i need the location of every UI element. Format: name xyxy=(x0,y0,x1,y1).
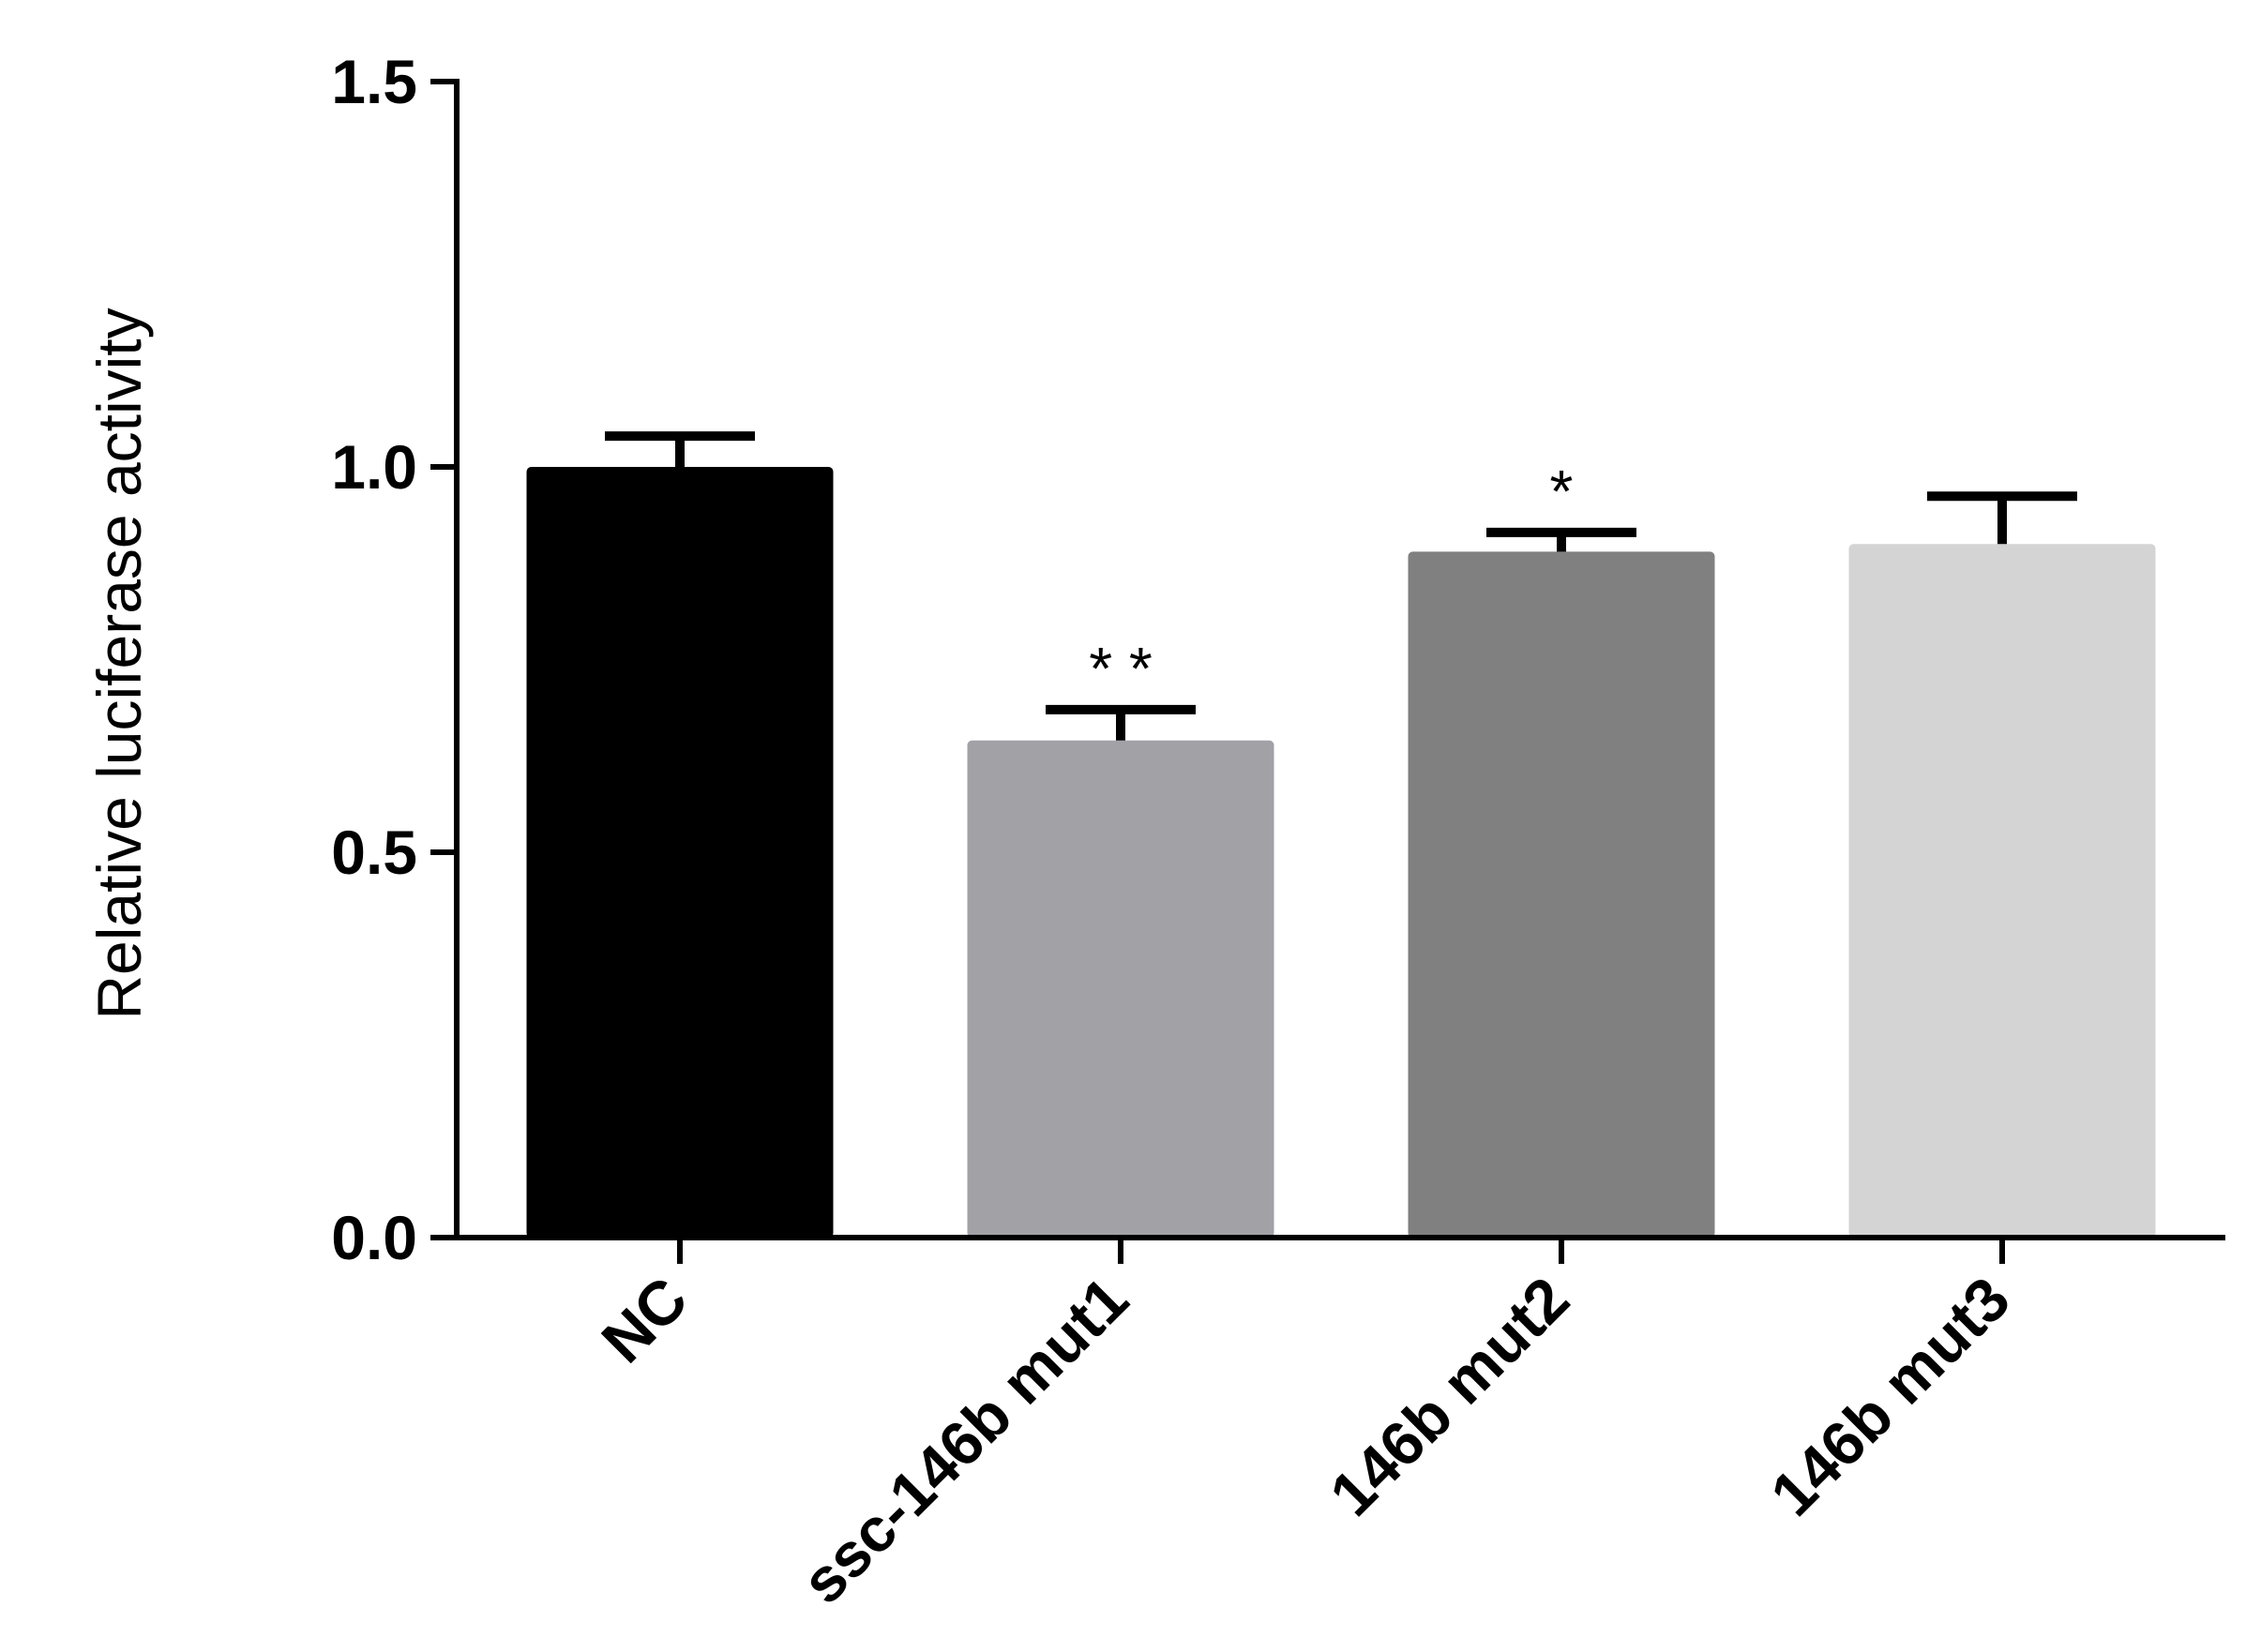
bar-1 xyxy=(526,467,834,1238)
significance-marker-3: * xyxy=(1550,458,1574,525)
x-tick-label-3: 146b mut2 xyxy=(1317,1264,1582,1529)
y-tick-label-1: 0.0 xyxy=(331,1203,417,1272)
y-tick-label-2: 0.5 xyxy=(331,818,417,887)
x-tick-label-4: 146b mut3 xyxy=(1757,1264,2023,1529)
plot-area: * * * 0.0 0.5 1.0 1.5 NC ssc-146b mut1 146b mut2… xyxy=(331,47,2225,1616)
y-tick-label-3: 1.0 xyxy=(331,432,417,502)
y-axis-title: Relative luciferase activity xyxy=(84,308,154,1019)
y-tick-label-4: 1.5 xyxy=(331,47,417,116)
x-tick-label-2: ssc-146b mut1 xyxy=(788,1264,1141,1617)
significance-marker-2: * * xyxy=(1089,635,1153,702)
x-tick-label-1: NC xyxy=(588,1264,701,1376)
bar-2 xyxy=(967,740,1274,1238)
bar-3 xyxy=(1408,551,1715,1238)
bar-4 xyxy=(1848,544,2156,1238)
